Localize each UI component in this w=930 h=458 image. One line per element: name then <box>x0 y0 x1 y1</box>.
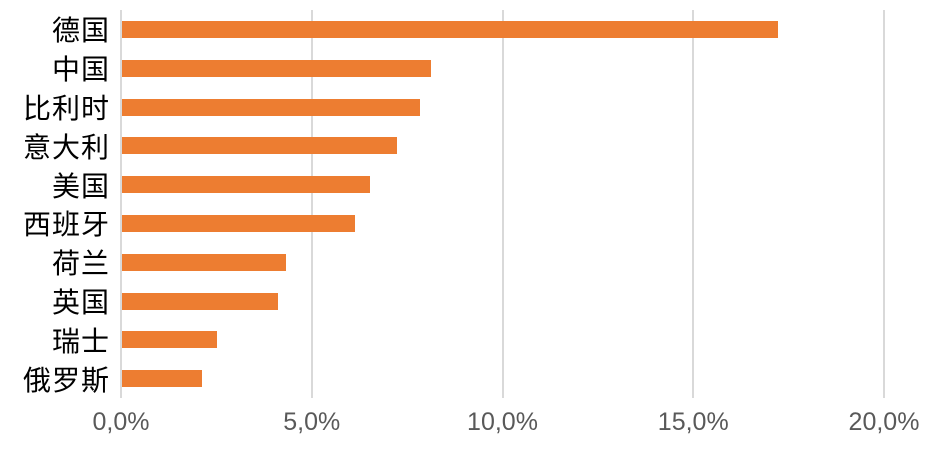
category-label: 比利时 <box>22 92 110 125</box>
category-label: 中国 <box>51 53 110 87</box>
y-axis-labels: 德国中国比利时意大利美国西班牙荷兰英国瑞士俄罗斯 <box>0 10 110 398</box>
x-axis-labels: 0,0% 5,0% 10,0% 15,0% 20,0% <box>0 408 930 448</box>
gridline-5,0% <box>310 10 313 398</box>
category-label: 意大利 <box>22 130 110 164</box>
gridline-20,0% <box>883 10 885 398</box>
category-label: 西班牙 <box>22 208 110 242</box>
category-label: 俄罗斯 <box>22 363 110 397</box>
category-label: 德国 <box>51 14 110 48</box>
plot-area <box>120 10 885 398</box>
category-label: 英国 <box>51 286 110 319</box>
category-label: 荷兰 <box>51 247 110 281</box>
y-axis-line <box>120 10 122 398</box>
bar-瑞士 <box>122 331 218 349</box>
bar-俄罗斯 <box>122 370 203 388</box>
x-tick-label: 0,0% <box>92 408 150 436</box>
bar-意大利 <box>122 137 397 155</box>
bar-美国 <box>122 176 370 194</box>
category-label: 瑞士 <box>51 324 110 358</box>
gridline-15,0% <box>692 10 695 398</box>
bar-西班牙 <box>122 214 355 232</box>
x-tick-label: 5,0% <box>283 408 341 436</box>
x-tick-label: 15,0% <box>657 408 729 436</box>
bar-中国 <box>122 59 431 77</box>
bar-德国 <box>122 20 779 38</box>
x-tick-label: 20,0% <box>848 408 920 436</box>
category-label: 美国 <box>51 169 110 203</box>
bar-荷兰 <box>122 253 287 271</box>
x-tick-label: 10,0% <box>467 408 538 436</box>
gridline-10,0% <box>501 10 504 398</box>
bar-英国 <box>122 292 279 310</box>
bar-比利时 <box>122 98 420 116</box>
